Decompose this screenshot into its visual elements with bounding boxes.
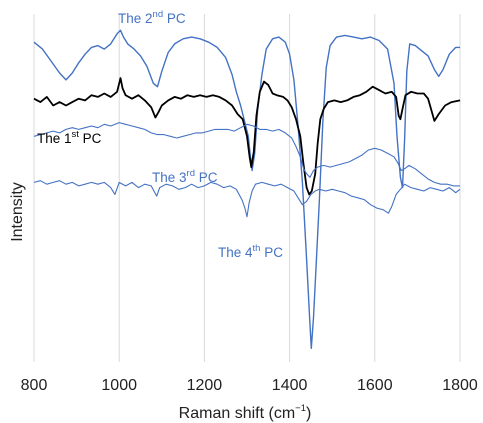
vertical-gridlines [33,14,461,362]
y-axis-title: Intensity [9,182,26,242]
series-pc4-line [33,180,461,218]
series-pc2-line [33,29,460,349]
pc-series-lines [33,29,461,349]
x-axis-title: Raman shift (cm−1) [179,403,312,422]
label-pc3: The 3rd PC [152,168,218,185]
label-pc2: The 2nd PC [118,9,186,26]
series-pc1-line [33,77,461,196]
x-tick-labels: 800 1000 1200 1400 1600 1800 [21,377,478,394]
x-tick-1000: 1000 [101,377,137,394]
x-tick-1800: 1800 [442,377,478,394]
label-pc4: The 4th PC [218,243,283,260]
label-pc1: The 1st PC [37,129,102,146]
x-tick-1400: 1400 [272,377,308,394]
series-pc3-line [33,122,460,187]
x-tick-1200: 1200 [187,377,223,394]
x-tick-800: 800 [21,377,48,394]
x-tick-1600: 1600 [357,377,393,394]
